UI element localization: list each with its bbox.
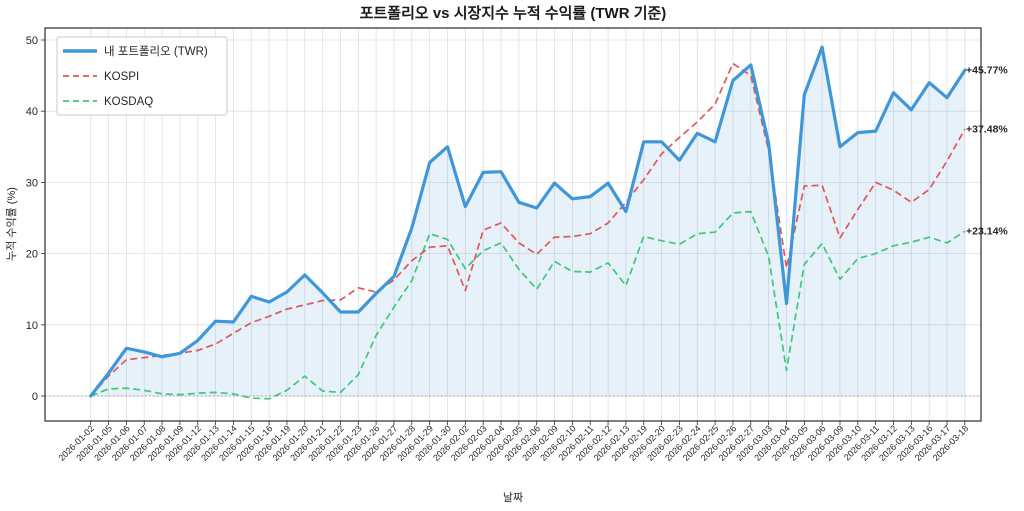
plot-border [44,27,982,422]
portfolio-end-label: +45.77% [966,65,1008,77]
kospi-line [90,62,966,397]
portfolio-legend-label: 내 포트폴리오 (TWR) [104,45,208,58]
legend: 내 포트폴리오 (TWR) KOSPI KOSDAQ [56,36,228,116]
y-tick-label: 20 [26,249,38,261]
y-tick-label: 10 [26,320,38,332]
series-lines [89,45,967,400]
x-axis-label: 날짜 [503,491,523,504]
kosdaq-legend-label: KOSDAQ [104,96,153,108]
y-tick-label: 0 [32,391,38,403]
y-axis-label: 누적 수익률 (%) [5,187,18,261]
kosdaq-end-label: +23.14% [966,226,1008,238]
end-labels: +45.77% +37.48% +23.14% [966,65,1008,238]
axes [41,27,982,425]
kosdaq-line [90,210,966,400]
kospi-legend-label: KOSPI [104,71,139,83]
y-tick-label: 40 [26,106,38,118]
portfolio-area-fill [90,47,965,396]
y-tick-label: 50 [26,35,38,47]
kospi-end-label: +37.48% [966,124,1008,136]
chart-title: 포트폴리오 vs 시장지수 누적 수익률 (TWR 기준) [360,4,667,22]
portfolio-line [89,45,967,398]
legend-box [56,36,228,116]
y-tick-label: 30 [26,177,38,189]
